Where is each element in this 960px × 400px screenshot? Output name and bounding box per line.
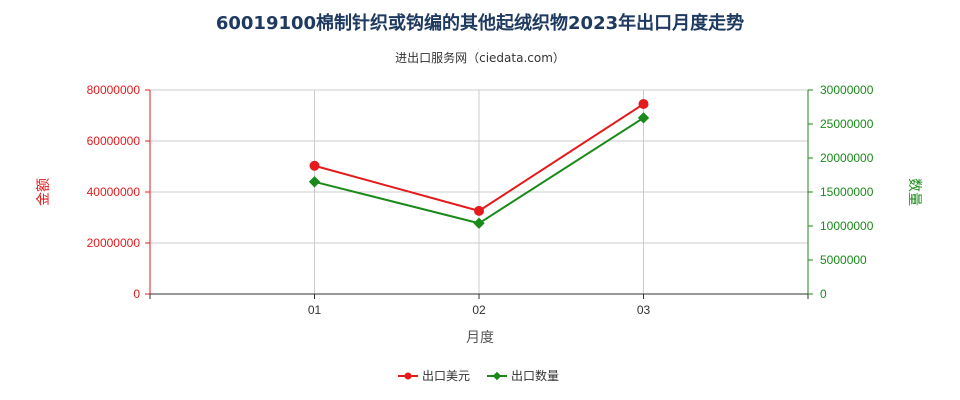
- y-right-tick-label: 0: [820, 287, 827, 301]
- data-point-series-0: [638, 99, 649, 110]
- data-point-series-1: [473, 217, 485, 229]
- y-left-tick-label: 20000000: [87, 236, 141, 250]
- x-tick-label: 01: [308, 303, 322, 317]
- y-right-tick-label: 5000000: [820, 253, 867, 267]
- x-tick-label: 02: [472, 303, 486, 317]
- y-left-tick-label: 80000000: [87, 83, 141, 97]
- data-point-series-1: [308, 176, 321, 188]
- grid: [150, 89, 808, 294]
- legend-marker-1: [492, 371, 502, 381]
- x-tick-label: 03: [637, 303, 651, 317]
- y-right-tick-label: 15000000: [820, 185, 874, 199]
- y-left-tick-label: 0: [133, 287, 140, 301]
- y-left-tick-label: 60000000: [87, 134, 141, 148]
- data-point-series-1: [637, 112, 650, 124]
- y-axis-left-title: 金额: [36, 178, 52, 206]
- y-right-tick-label: 25000000: [820, 117, 874, 131]
- y-right-tick-label: 30000000: [820, 83, 874, 97]
- data-point-series-0: [474, 205, 484, 216]
- legend-label-0: 出口美元: [422, 369, 470, 383]
- data-point-series-0: [309, 160, 320, 171]
- series-layer: [308, 99, 650, 229]
- x-axis-title: 月度: [466, 330, 494, 346]
- legend-marker-0: [404, 372, 412, 380]
- y-left-tick-label: 40000000: [87, 185, 141, 199]
- y-axis-right-title: 数量: [906, 178, 922, 206]
- legend-label-1: 出口数量: [511, 368, 559, 383]
- legend: 出口美元 出口数量: [398, 368, 559, 383]
- y-right-tick-label: 10000000: [820, 219, 874, 233]
- chart-title: 60019100棉制针织或钩编的其他起绒织物2023年出口月度走势: [216, 12, 744, 34]
- chart-subtitle: 进出口服务网（ciedata.com）: [395, 50, 565, 65]
- y-right-tick-label: 20000000: [820, 151, 874, 165]
